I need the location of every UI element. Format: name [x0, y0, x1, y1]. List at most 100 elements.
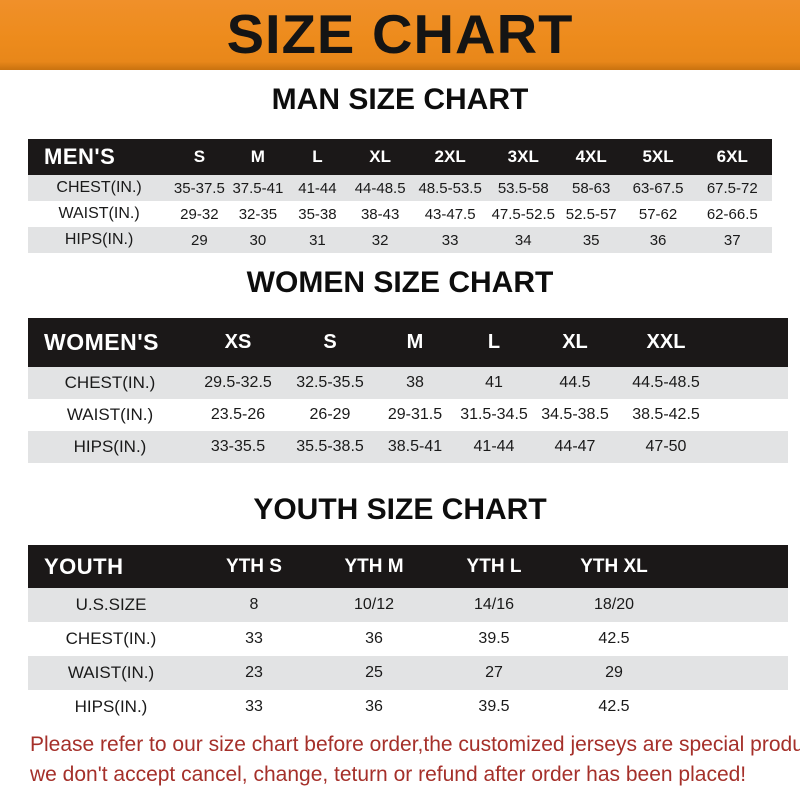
- column-header: [674, 545, 788, 588]
- women-table-body: CHEST(IN.) 29.5-32.5 32.5-35.5 38 41 44.5 44.5…: [28, 367, 788, 463]
- column-header: 3XL: [507, 147, 539, 166]
- table-cell: 38.5-41: [387, 438, 443, 455]
- table-cell: 41: [485, 374, 503, 391]
- table-cell: 29-31.5: [387, 406, 443, 423]
- table-cell: 32-35: [238, 205, 278, 223]
- page-title: SIZE CHART: [226, 2, 574, 65]
- table-row: CHEST(IN.) 35-37.5 37.5-41 41-44 44-48.5 48.5…: [28, 175, 772, 201]
- women-section-title: WOMEN SIZE CHART: [246, 266, 554, 299]
- table-cell: 26-29: [309, 406, 351, 423]
- table-cell: 34: [514, 231, 532, 249]
- table-cell: [716, 399, 788, 431]
- table-cell: 52.5-57: [565, 205, 617, 223]
- table-cell: [674, 622, 788, 656]
- table-row: WAIST(IN.) 23 25 27 29: [28, 656, 788, 690]
- table-cell: 34.5-38.5: [541, 406, 609, 423]
- table-cell: 67.5-72: [706, 179, 758, 197]
- women-table-corner-label: WOMEN'S: [44, 329, 160, 355]
- women-table-header: WOMEN'S XS S M L XL XXL: [28, 318, 788, 367]
- men-table-header: MEN'S S M L XL 2XL 3XL 4XL 5XL 6XL: [28, 139, 772, 175]
- table-cell: 47-50: [645, 438, 687, 455]
- table-cell: 33: [245, 630, 263, 647]
- table-cell: 44-48.5: [354, 179, 406, 197]
- table-row: CHEST(IN.) 29.5-32.5 32.5-35.5 38 41 44.5 44.5…: [28, 367, 788, 399]
- table-row: CHEST(IN.) 33 36 39.5 42.5: [28, 622, 788, 656]
- row-label: WAIST(IN.): [67, 663, 155, 682]
- table-cell: 23: [245, 664, 263, 681]
- column-header: XL: [562, 331, 588, 353]
- table-cell: 18/20: [593, 596, 635, 613]
- column-header: YTH M: [344, 555, 404, 577]
- table-cell: 35.5-38.5: [296, 438, 364, 455]
- youth-table-body: U.S.SIZE 8 10/12 14/16 18/20 CHEST(IN.) 33 36 39…: [28, 588, 788, 724]
- youth-table-corner-label: YOUTH: [44, 553, 124, 579]
- row-label: CHEST(IN.): [65, 629, 157, 648]
- table-cell: 10/12: [353, 596, 395, 613]
- column-header: L: [487, 331, 501, 353]
- table-cell: 44-47: [554, 438, 596, 455]
- table-cell: 14/16: [473, 596, 515, 613]
- table-header-row: WOMEN'S XS S M L XL XXL: [28, 318, 788, 367]
- table-row: WAIST(IN.) 29-32 32-35 35-38 38-43 43-47.5 47.…: [28, 201, 772, 227]
- column-header: 4XL: [575, 147, 607, 166]
- column-header: S: [323, 331, 337, 353]
- row-label: U.S.SIZE: [75, 595, 147, 614]
- row-label: CHEST(IN.): [64, 373, 156, 392]
- table-cell: 41-44: [473, 438, 515, 455]
- table-cell: 35: [582, 231, 600, 249]
- row-label: HIPS(IN.): [64, 231, 134, 248]
- table-cell: 31.5-34.5: [460, 406, 528, 423]
- table-cell: 42.5: [598, 630, 630, 647]
- table-cell: 29: [191, 231, 208, 249]
- table-cell: 31: [309, 231, 326, 249]
- table-cell: 57-62: [638, 205, 678, 223]
- table-cell: 39.5: [478, 630, 510, 647]
- column-header: YTH S: [226, 555, 282, 577]
- row-label: WAIST(IN.): [66, 405, 154, 424]
- table-cell: 38-43: [360, 205, 400, 223]
- table-cell: 25: [365, 664, 383, 681]
- table-cell: [674, 588, 788, 622]
- column-header: 2XL: [434, 147, 466, 166]
- table-cell: 58-63: [572, 179, 611, 197]
- table-cell: 47.5-52.5: [491, 205, 555, 223]
- table-header-row: MEN'S S M L XL 2XL 3XL 4XL 5XL 6XL: [28, 139, 772, 175]
- table-cell: 44.5-48.5: [632, 374, 700, 391]
- table-cell: [716, 367, 788, 399]
- column-header: S: [193, 147, 206, 166]
- order-policy-line-1: Please refer to our size chart before or…: [30, 733, 800, 756]
- table-cell: 33: [441, 231, 459, 249]
- table-cell: [674, 690, 788, 724]
- order-policy-line-2: we don't accept cancel, change, teturn o…: [30, 763, 747, 786]
- men-table-body: CHEST(IN.) 35-37.5 37.5-41 41-44 44-48.5 48.5…: [28, 175, 772, 253]
- table-row: WAIST(IN.) 23.5-26 26-29 29-31.5 31.5-34.5 34…: [28, 399, 788, 431]
- table-cell: 38: [406, 374, 424, 391]
- column-header: YTH XL: [580, 555, 648, 577]
- table-cell: 29.5-32.5: [204, 374, 272, 391]
- table-cell: 37: [723, 231, 741, 249]
- column-header: YTH L: [466, 555, 522, 577]
- table-cell: 32.5-35.5: [296, 374, 364, 391]
- table-cell: [716, 431, 788, 463]
- column-header: 6XL: [716, 147, 748, 166]
- page-banner: SIZE CHART: [0, 0, 800, 70]
- table-cell: 48.5-53.5: [418, 179, 482, 197]
- table-cell: 29: [605, 664, 623, 681]
- table-cell: 35-38: [298, 205, 337, 223]
- table-cell: 8: [249, 596, 259, 613]
- table-cell: 63-67.5: [632, 179, 684, 197]
- table-cell: 36: [365, 630, 383, 647]
- column-header: XXL: [646, 331, 686, 353]
- row-label: HIPS(IN.): [73, 437, 147, 456]
- table-row: HIPS(IN.) 33 36 39.5 42.5: [28, 690, 788, 724]
- column-header: L: [312, 147, 323, 166]
- column-header: M: [250, 147, 265, 166]
- men-section-title: MAN SIZE CHART: [271, 83, 529, 116]
- table-cell: 42.5: [598, 698, 630, 715]
- table-cell: 53.5-58: [497, 179, 549, 197]
- column-header: 5XL: [642, 147, 674, 166]
- table-cell: 23.5-26: [210, 406, 266, 423]
- column-header: XL: [369, 147, 391, 166]
- table-row: U.S.SIZE 8 10/12 14/16 18/20: [28, 588, 788, 622]
- table-cell: 43-47.5: [424, 205, 476, 223]
